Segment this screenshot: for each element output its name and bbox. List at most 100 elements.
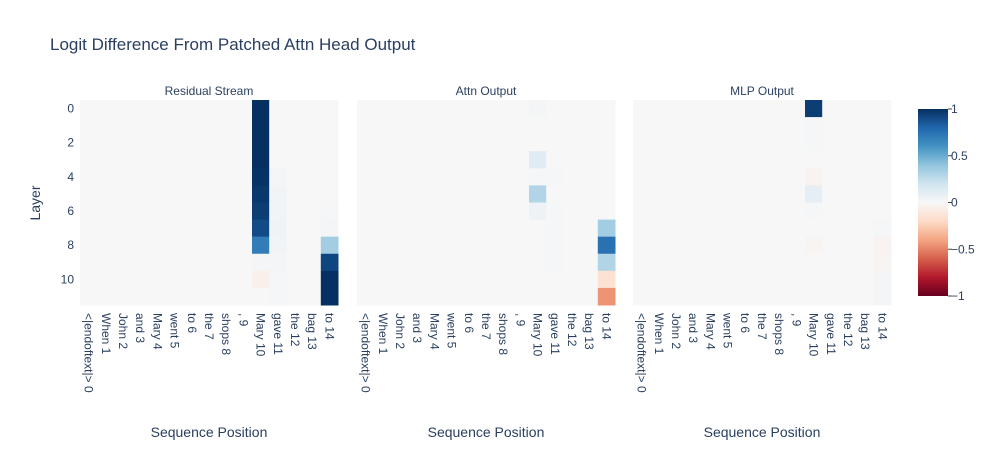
heatmap-cell — [856, 202, 875, 221]
heatmap-cell — [719, 168, 737, 186]
heatmap-cell — [805, 168, 823, 186]
heatmap-cell — [166, 236, 184, 255]
heatmap-cell — [667, 287, 686, 306]
heatmap-cell — [460, 185, 478, 203]
heatmap-cell — [701, 134, 720, 152]
heatmap-cell — [650, 270, 668, 289]
heatmap-cell — [633, 151, 651, 169]
heatmap-cell — [148, 287, 167, 306]
heatmap-cell — [408, 253, 427, 272]
heatmap-cell — [374, 270, 392, 289]
heatmap-cell — [736, 202, 754, 221]
heatmap-cell — [633, 100, 651, 118]
heatmap-cell — [217, 151, 236, 169]
x-tick-label: John 2 — [116, 313, 130, 349]
heatmap-cell — [770, 168, 789, 186]
heatmap-cell — [252, 202, 270, 221]
heatmap-cell — [580, 168, 599, 186]
heatmap-cell — [667, 202, 686, 221]
heatmap-cell — [753, 236, 772, 255]
heatmap-cell — [425, 185, 444, 203]
heatmap-cell — [131, 168, 150, 186]
heatmap-cell — [805, 202, 823, 221]
heatmap-cell — [391, 100, 410, 118]
heatmap-cell — [166, 253, 184, 272]
heatmap-cell — [856, 117, 875, 135]
heatmap-cell — [303, 168, 322, 186]
heatmap-cell — [286, 270, 305, 289]
heatmap-cell — [391, 236, 410, 255]
heatmap-cell — [580, 219, 599, 238]
heatmap-cell — [408, 134, 427, 152]
heatmap-cell — [494, 253, 513, 272]
heatmap-cell — [684, 236, 703, 255]
heatmap-cell — [320, 151, 339, 169]
heatmap-cell — [546, 134, 564, 152]
heatmap-cell — [873, 100, 892, 118]
heatmap-cell — [183, 151, 201, 169]
heatmap-cell — [200, 202, 219, 221]
heatmap-cell — [753, 117, 772, 135]
heatmap-cell — [736, 253, 754, 272]
heatmap-cell — [770, 236, 789, 255]
heatmap-cell — [597, 168, 616, 186]
heatmap-cell — [97, 168, 115, 186]
x-tick-label: bag 13 — [582, 313, 596, 350]
heatmap-cell — [183, 270, 201, 289]
x-tick-label: Mary 4 — [427, 313, 441, 350]
heatmap-cell — [234, 236, 253, 255]
heatmap-cell — [529, 117, 547, 135]
x-tick-label: John 2 — [669, 313, 683, 349]
heatmap-cell — [633, 168, 651, 186]
heatmap-cell — [805, 185, 823, 203]
heatmap-cell — [839, 287, 858, 306]
heatmap-cell — [477, 117, 496, 135]
heatmap-cell — [80, 185, 98, 203]
heatmap-cell — [425, 168, 444, 186]
x-tick-label: the 7 — [202, 313, 216, 340]
colorbar-tick-label: 0 — [951, 196, 958, 210]
heatmap-cell — [580, 270, 599, 289]
heatmap-cell — [114, 202, 133, 221]
heatmap-cell — [443, 270, 461, 289]
heatmap-cell — [770, 202, 789, 221]
heatmap-cell — [320, 168, 339, 186]
heatmap-cell — [460, 236, 478, 255]
heatmap-cell — [166, 100, 184, 118]
heatmap-cell — [217, 134, 236, 152]
heatmap-cell — [252, 253, 270, 272]
heatmap-cell — [873, 185, 892, 203]
heatmap-cell — [494, 287, 513, 306]
heatmap-cell — [374, 202, 392, 221]
heatmap-cell — [563, 287, 582, 306]
heatmap-cell — [200, 287, 219, 306]
heatmap-cell — [546, 270, 564, 289]
heatmap-cell — [494, 117, 513, 135]
x-tick-label: , 9 — [236, 313, 250, 327]
heatmap-cell — [166, 202, 184, 221]
heatmap-cell — [460, 168, 478, 186]
heatmap-cell — [667, 134, 686, 152]
heatmap-cell — [805, 151, 823, 169]
heatmap-cell — [736, 236, 754, 255]
heatmap-cell — [391, 202, 410, 221]
heatmap-cell — [80, 100, 98, 118]
heatmap-cell — [822, 202, 840, 221]
heatmap-cell — [269, 236, 287, 255]
heatmap-cell — [822, 253, 840, 272]
heatmap-cell — [408, 151, 427, 169]
heatmap-cell — [200, 236, 219, 255]
heatmap-cell — [667, 253, 686, 272]
heatmap-cell — [408, 236, 427, 255]
heatmap-cell — [511, 270, 530, 289]
heatmap-cell — [286, 168, 305, 186]
heatmap-cell — [736, 219, 754, 238]
heatmap-cell — [494, 236, 513, 255]
heatmap-cell — [357, 219, 375, 238]
heatmap-cell — [286, 151, 305, 169]
heatmap-cell — [494, 134, 513, 152]
heatmap-panel-3: MLP Output <|endoftext|> 0 When 1 John 2 and… — [633, 84, 892, 440]
heatmap-cell — [443, 287, 461, 306]
heatmap-cell — [511, 168, 530, 186]
heatmap-cell — [97, 202, 115, 221]
